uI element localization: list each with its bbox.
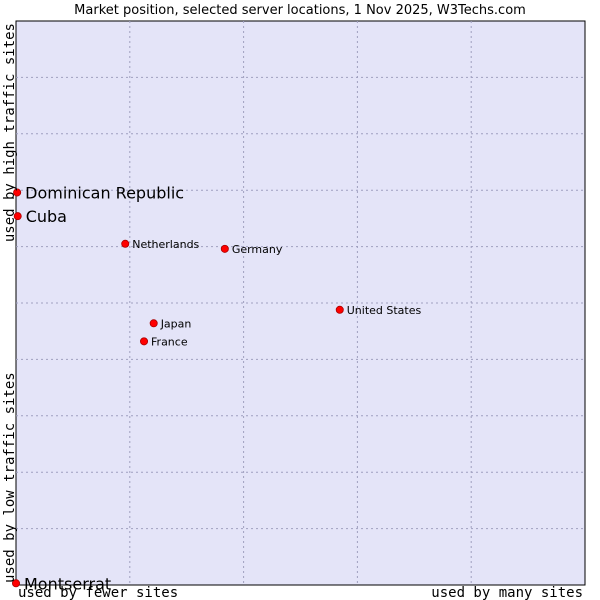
label-united-states: United States [347,304,422,317]
label-japan: Japan [160,317,192,330]
data-point-dominican-republic: Dominican Republic [13,183,184,202]
label-france: France [151,335,188,348]
data-point-montserrat: Montserrat [11,574,111,593]
label-netherlands: Netherlands [132,238,199,251]
marker-germany [220,244,229,253]
label-germany: Germany [232,243,283,256]
label-dominican-republic: Dominican Republic [25,183,184,202]
data-point-germany: Germany [220,243,283,256]
marker-cuba [13,212,22,221]
x-axis-label-high: used by many sites [431,585,583,600]
data-point-france: France [140,335,188,348]
y-axis-label-low: used by low traffic sites [2,372,18,583]
data-points: Dominican Republic Cuba Netherlands Germany… [11,183,422,593]
data-point-japan: Japan [149,317,192,330]
marker-france [140,337,149,346]
grid-lines [16,21,585,585]
label-montserrat: Montserrat [24,574,111,593]
data-point-cuba: Cuba [13,207,67,226]
marker-netherlands [121,239,130,248]
x-axis-label-low: used by fewer sites [18,585,178,600]
data-point-netherlands: Netherlands [121,238,200,251]
marker-united-states [335,305,344,314]
marker-japan [149,319,158,328]
marker-dominican-republic [13,188,22,197]
label-cuba: Cuba [26,207,67,226]
plot-area [15,20,586,586]
data-point-united-states: United States [335,304,422,317]
chart-title: Market position, selected server locatio… [74,3,526,18]
y-axis-label-high: used by high traffic sites [2,23,18,242]
marker-montserrat [11,579,20,588]
